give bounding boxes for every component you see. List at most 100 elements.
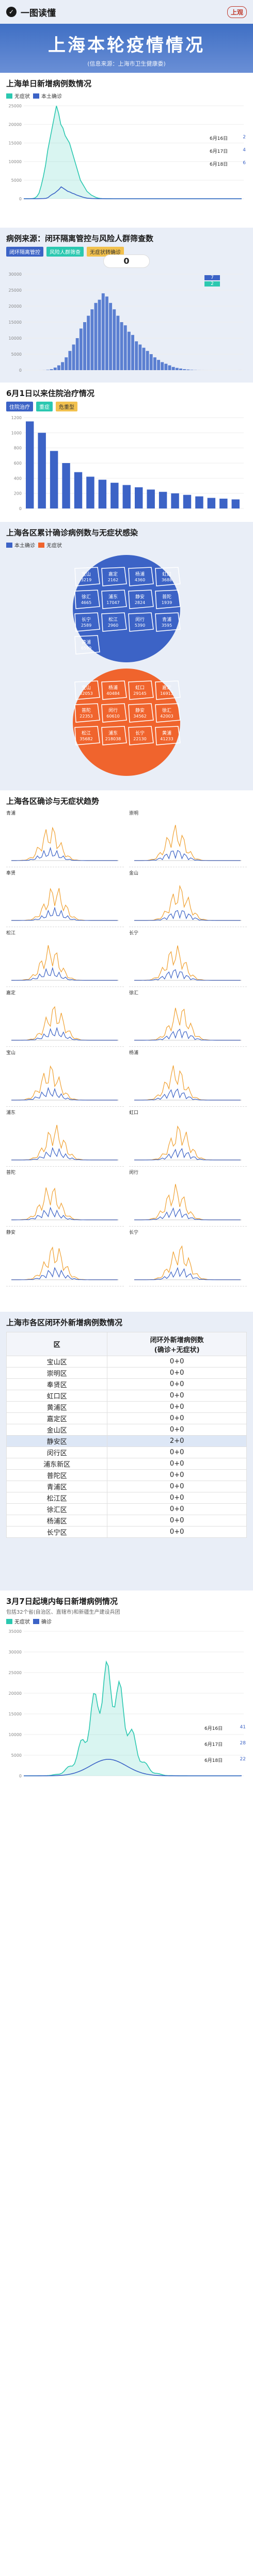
series-line — [134, 884, 241, 921]
bar — [74, 472, 83, 508]
cell-value: 2162 — [108, 578, 118, 582]
bar — [168, 365, 171, 370]
date-tags: 6月16日 2 6月17日 4 6月18日 6 — [210, 135, 246, 167]
table-cell: 0+0 — [107, 1458, 247, 1470]
bar — [38, 433, 46, 508]
district-mini-chart — [11, 945, 119, 981]
district-name: 虹口 — [129, 1110, 139, 1116]
y-tick-label: 5000 — [11, 352, 22, 357]
bar — [231, 499, 240, 508]
district-trend-card: 嘉定 — [6, 989, 124, 1047]
district-mini-chart — [134, 1065, 242, 1101]
bar — [123, 325, 127, 370]
y-tick-label: 1000 — [11, 431, 22, 435]
bar — [94, 303, 98, 370]
district-trend-card: 长宁 — [129, 929, 247, 987]
district-mini-chart — [134, 884, 242, 921]
bar — [87, 315, 90, 370]
bar — [146, 351, 149, 370]
cell-border — [74, 612, 100, 632]
bar — [122, 485, 131, 508]
district-mini-chart — [11, 1006, 119, 1041]
bar — [98, 480, 107, 508]
bar — [219, 498, 228, 508]
bar — [50, 451, 58, 508]
cell-name: 浦东 — [108, 730, 118, 736]
table-row: 嘉定区 0+0 — [6, 1412, 247, 1424]
series-line — [11, 847, 118, 861]
bar — [157, 360, 161, 370]
cell-value: 42003 — [160, 714, 173, 719]
cell-name: 普陀 — [82, 707, 91, 713]
bar — [57, 365, 60, 370]
cell-name: 嘉定 — [162, 685, 171, 691]
y-tick-label: 1200 — [11, 416, 22, 420]
table-cell: 普陀区 — [6, 1469, 108, 1481]
y-tick-label: 0 — [19, 368, 22, 373]
series-line — [11, 1147, 118, 1160]
bar — [79, 328, 83, 370]
series-line — [11, 1246, 118, 1280]
bar — [101, 293, 105, 370]
table-row: 杨浦区 0+0 — [6, 1515, 247, 1526]
table-cell: 黄浦区 — [6, 1401, 108, 1413]
y-tick-label: 20000 — [9, 122, 22, 127]
table-row: 崇明区 0+0 — [6, 1367, 247, 1379]
cell-border — [74, 567, 100, 586]
legend-item: 无症状 — [6, 1617, 30, 1625]
district-name: 青浦 — [6, 811, 16, 816]
cell-name: 杨浦 — [135, 571, 145, 577]
table-cell: 0+0 — [107, 1378, 247, 1390]
cell-name: 松江 — [82, 730, 91, 736]
bar — [171, 493, 179, 508]
bar — [183, 495, 192, 508]
y-tick-label: 0 — [19, 197, 22, 201]
table-cell: 0+0 — [107, 1424, 247, 1436]
bar — [68, 351, 72, 370]
table-row: 青浦区 0+0 — [6, 1481, 247, 1492]
bar — [142, 347, 146, 370]
y-tick-label: 20000 — [9, 304, 22, 309]
cell-value: 3688 — [162, 578, 172, 582]
cell-name: 长宁 — [135, 730, 145, 736]
cell-value: 4665 — [81, 600, 91, 605]
district-name: 崇明 — [129, 811, 139, 816]
y-tick-label: 15000 — [9, 141, 22, 146]
cell-name: 长宁 — [82, 616, 91, 623]
line-chart-national: 35000 30000 25000 20000 15000 10000 5000 0 — [9, 1629, 244, 1778]
district-name: 杨浦 — [129, 1051, 139, 1056]
section-case-source: 病例来源：闭环隔离管控与风险人群筛查数 闭环隔离管控 风险人群筛查 无症状转确诊… — [0, 228, 253, 383]
section-subtitle: 包括32个省(自治区、直辖市)和新疆生产建设兵团 — [6, 1610, 120, 1615]
series-line — [11, 967, 118, 981]
district-mini-chart — [11, 1187, 119, 1220]
table-cell: 青浦区 — [6, 1481, 108, 1492]
column-header: 区 — [6, 1332, 108, 1356]
bar — [195, 496, 203, 508]
y-tick-label: 5000 — [11, 1753, 22, 1758]
district-name: 浦东 — [6, 1110, 16, 1116]
bar — [116, 315, 120, 370]
cell-value: 2960 — [108, 623, 118, 628]
bar — [50, 369, 53, 370]
cell-border — [155, 703, 181, 723]
series-area — [24, 106, 242, 199]
table-row: 奉贤区 0+0 — [6, 1378, 247, 1390]
bar — [26, 421, 34, 508]
district-trend-card: 奉贤 — [6, 869, 124, 927]
bar — [153, 357, 156, 370]
cell-border — [74, 590, 100, 609]
cell-border — [101, 612, 127, 632]
table-row: 闵行区 0+0 — [6, 1446, 247, 1458]
table-cell: 徐汇区 — [6, 1503, 108, 1515]
